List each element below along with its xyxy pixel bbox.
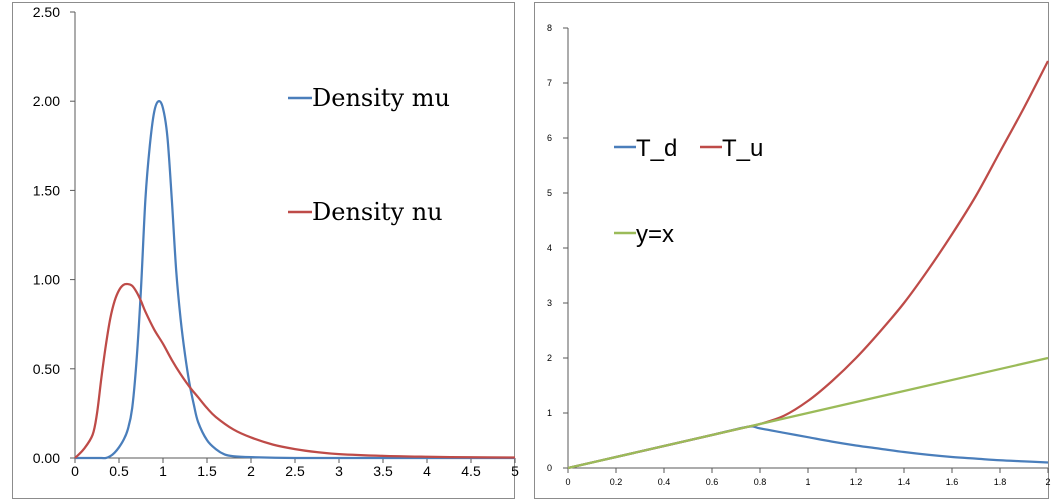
transport-y-tick-label: 0: [547, 463, 552, 473]
transport-x-tick-label: 1.2: [850, 477, 863, 487]
transport-legend-label-t-d: T_d: [636, 135, 677, 162]
density-x-tick-label: 3.5: [373, 463, 393, 479]
density-x-tick-label: 0: [71, 463, 79, 479]
transport-x-tick-label: 1: [805, 477, 810, 487]
transport-y-tick-label: 7: [547, 78, 552, 88]
density-legend-label-density-nu: Density nu: [312, 198, 443, 226]
density-x-tick-label: 4: [423, 463, 431, 479]
transport-y-tick-label: 5: [547, 188, 552, 198]
density-y-tick-label: 2.00: [33, 93, 60, 109]
density-x-tick-label: 3: [335, 463, 343, 479]
transport-x-tick-label: 0.2: [610, 477, 623, 487]
transport-chart-svg: 0 1 2 3 4 5 6 7 8 0 0.2 0.4 0.6 0.8 1 1.2 1.4 1.6 1.8 2 T_d T…: [534, 2, 1051, 499]
transport-x-tick-label: 0.6: [706, 477, 719, 487]
transport-y-tick-label: 2: [547, 353, 552, 363]
density-chart-svg: 0.00 0.50 1.00 1.50 2.00 2.50 0 0.5 1 1.5 2 2.5 3 3.5…: [12, 2, 519, 499]
transport-legend-label-t-u: T_u: [722, 135, 763, 162]
transport-x-tick-label: 1.8: [994, 477, 1007, 487]
transport-x-tick-label: 0: [565, 477, 570, 487]
transport-y-tick-label: 6: [547, 133, 552, 143]
density-x-tick-label: 4.5: [461, 463, 481, 479]
density-x-tick-label: 2.5: [285, 463, 305, 479]
transport-series-t-d: [567, 425, 1049, 470]
density-x-tick-label: 5: [511, 463, 519, 479]
transport-y-tick-label: 3: [547, 298, 552, 308]
transport-y-tick-label: 8: [547, 23, 552, 33]
density-x-tick-label: 2: [247, 463, 255, 479]
transport-x-tick-label: 0.4: [658, 477, 671, 487]
transport-series-t-u: [567, 60, 1050, 470]
density-y-tick-label: 2.50: [33, 4, 60, 20]
density-series-density-nu: [74, 282, 516, 459]
transport-chart: 0 1 2 3 4 5 6 7 8 0 0.2 0.4 0.6 0.8 1 1.2 1.4 1.6 1.8 2 T_d T…: [532, 0, 1060, 504]
density-chart-frame: [12, 2, 515, 499]
density-x-tick-label: 0.5: [109, 463, 129, 479]
density-chart: 0.00 0.50 1.00 1.50 2.00 2.50 0 0.5 1 1.5 2 2.5 3 3.5…: [0, 0, 528, 504]
transport-x-tick-label: 1.6: [946, 477, 959, 487]
transport-y-tick-label: 4: [547, 243, 552, 253]
density-y-tick-label: 1.00: [33, 272, 60, 288]
transport-x-tick-label: 1.4: [898, 477, 911, 487]
density-x-tick-label: 1: [159, 463, 167, 479]
transport-x-tick-label: 2: [1045, 477, 1050, 487]
density-legend-label-density-mu: Density mu: [312, 84, 450, 112]
transport-x-tick-label: 0.8: [754, 477, 767, 487]
transport-series-y-x: [567, 356, 1049, 470]
density-series-density-mu: [74, 99, 515, 460]
density-y-tick-label: 0.00: [33, 450, 60, 466]
transport-chart-frame: [534, 2, 1049, 499]
density-y-tick-label: 1.50: [33, 182, 60, 198]
transport-legend-label-y-x: y=x: [636, 221, 674, 248]
density-x-tick-label: 1.5: [197, 463, 217, 479]
density-y-tick-label: 0.50: [33, 361, 60, 377]
transport-y-tick-label: 1: [547, 408, 552, 418]
